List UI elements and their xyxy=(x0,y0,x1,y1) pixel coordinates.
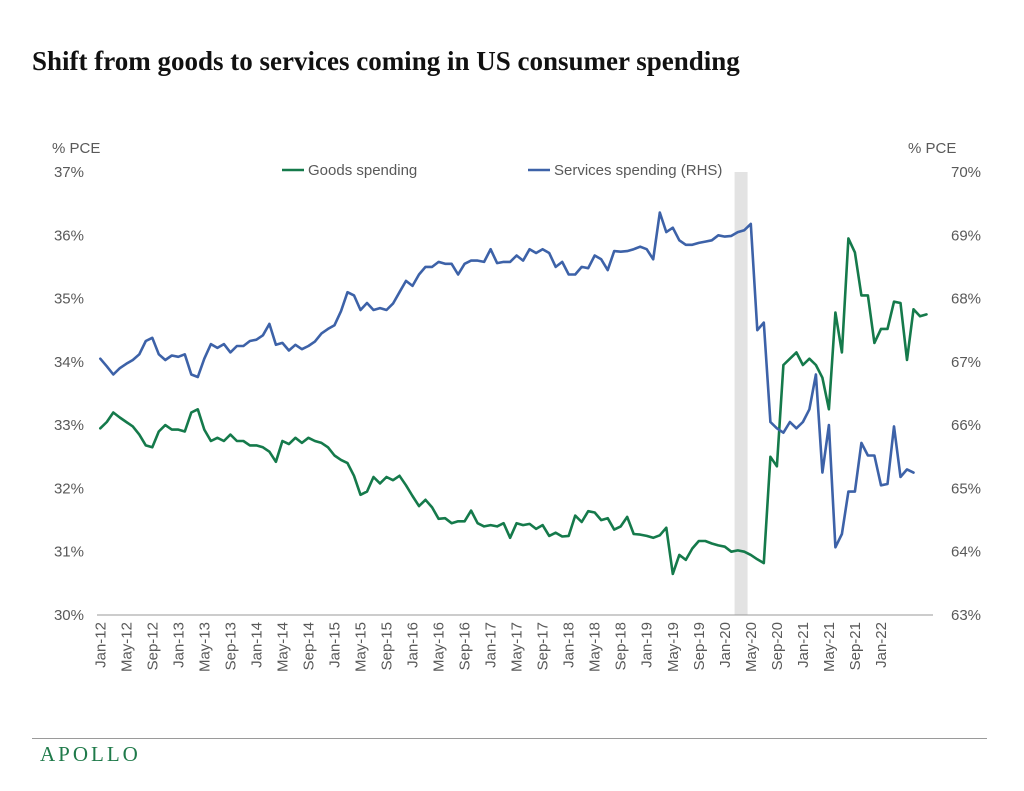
x-tick-label: Sep-15 xyxy=(379,622,396,670)
x-tick-label: Jan-15 xyxy=(326,622,343,668)
right-y-tick-label: 65% xyxy=(951,480,981,497)
x-tick-label: May-14 xyxy=(274,622,291,672)
right-axis-label: % PCE xyxy=(908,140,956,157)
left-y-tick-label: 36% xyxy=(54,227,84,244)
x-tick-label: Jan-14 xyxy=(248,622,265,668)
x-tick-label: May-20 xyxy=(743,622,760,672)
x-tick-label: Sep-20 xyxy=(769,622,786,670)
x-tick-label: May-17 xyxy=(509,622,526,672)
legend-label: Services spending (RHS) xyxy=(554,162,722,179)
x-tick-label: May-21 xyxy=(821,622,838,672)
x-tick-label: Sep-14 xyxy=(300,622,317,670)
services-spending-line xyxy=(99,211,915,549)
left-y-tick-label: 32% xyxy=(54,480,84,497)
x-tick-label: Jan-19 xyxy=(639,622,656,668)
recession-shading xyxy=(734,172,748,615)
x-tick-label: Sep-13 xyxy=(222,622,239,670)
x-tick-label: May-15 xyxy=(352,622,369,672)
left-y-tick-label: 33% xyxy=(54,417,84,434)
x-tick-label: Jan-21 xyxy=(795,622,812,668)
right-y-tick-label: 68% xyxy=(951,291,981,308)
footer-divider xyxy=(32,738,987,739)
x-tick-label: Jan-20 xyxy=(717,622,734,668)
x-tick-label: Jan-18 xyxy=(561,622,578,668)
goods-spending-line xyxy=(99,237,928,576)
chart-title: Shift from goods to services coming in U… xyxy=(32,46,740,76)
right-y-tick-label: 69% xyxy=(951,227,981,244)
left-y-tick-label: 34% xyxy=(54,354,84,371)
x-tick-label: May-19 xyxy=(665,622,682,672)
x-tick-label: May-16 xyxy=(431,622,448,672)
right-y-tick-label: 63% xyxy=(951,607,981,624)
x-tick-label: Sep-21 xyxy=(847,622,864,670)
x-tick-label: Sep-12 xyxy=(144,622,161,670)
x-tick-label: Jan-22 xyxy=(873,622,890,668)
x-tick-label: Sep-16 xyxy=(457,622,474,670)
x-tick-label: Jan-13 xyxy=(170,622,187,668)
x-tick-label: Jan-16 xyxy=(405,622,422,668)
x-tick-label: Jan-12 xyxy=(92,622,109,668)
left-y-tick-label: 37% xyxy=(54,164,84,181)
right-y-tick-label: 67% xyxy=(951,354,981,371)
left-y-tick-label: 30% xyxy=(54,607,84,624)
left-y-tick-label: 35% xyxy=(54,291,84,308)
x-tick-label: Jan-17 xyxy=(483,622,500,668)
x-tick-label: May-18 xyxy=(587,622,604,672)
right-y-tick-label: 66% xyxy=(951,417,981,434)
x-tick-label: Sep-19 xyxy=(691,622,708,670)
left-y-tick-label: 31% xyxy=(54,544,84,561)
x-tick-label: Sep-17 xyxy=(535,622,552,670)
x-tick-label: May-13 xyxy=(196,622,213,672)
left-axis-label: % PCE xyxy=(52,140,100,157)
right-y-tick-label: 64% xyxy=(951,544,981,561)
legend-label: Goods spending xyxy=(308,162,417,179)
x-tick-label: Sep-18 xyxy=(613,622,630,670)
right-y-tick-label: 70% xyxy=(951,164,981,181)
apollo-logo: APOLLO xyxy=(40,742,141,766)
x-tick-label: May-12 xyxy=(118,622,135,672)
